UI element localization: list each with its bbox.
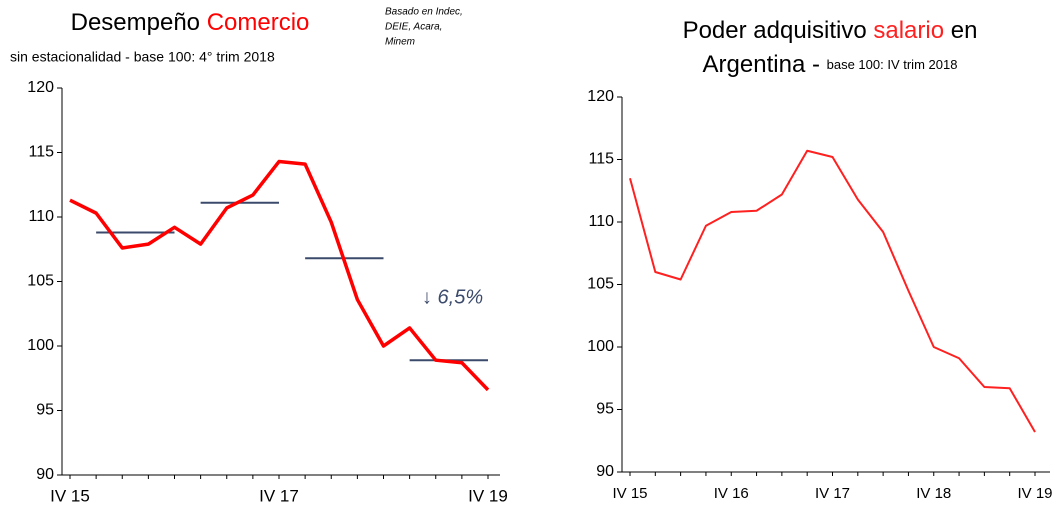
data-line [629, 149, 1036, 433]
title-part: Comercio [207, 9, 310, 36]
data-line [69, 159, 490, 392]
x-tick-label: IV 19 [468, 486, 508, 505]
annotation: ↓ 6,5% [422, 286, 483, 308]
y-tick-label: 95 [36, 402, 54, 419]
note: Basado en Indec, [385, 7, 463, 18]
x-tick-label: IV 16 [714, 485, 749, 502]
x-tick-label: IV 18 [916, 485, 951, 502]
y-tick-label: 120 [587, 88, 614, 105]
x-tick-label: IV 19 [1017, 485, 1052, 502]
title-part: base 100: IV trim 2018 [827, 57, 958, 72]
y-tick-label: 115 [28, 144, 54, 161]
y-tick-label: 90 [36, 466, 54, 483]
note: DEIE, Acara, [385, 22, 442, 33]
y-tick-label: 90 [596, 463, 614, 480]
subtitle: sin estacionalidad - base 100: 4° trim 2… [10, 49, 275, 65]
x-tick-label: IV 15 [50, 486, 90, 505]
note: Minem [385, 37, 415, 48]
y-tick-label: 95 [596, 401, 614, 418]
y-tick-label: 115 [588, 151, 614, 168]
y-tick-label: 105 [27, 273, 54, 290]
title-part: Argentina - [703, 51, 827, 78]
y-tick-label: 100 [587, 338, 614, 355]
y-tick-label: 120 [27, 79, 54, 96]
title-part: Desempeño [71, 9, 207, 36]
y-tick-label: 110 [28, 208, 54, 225]
y-tick-label: 110 [588, 213, 614, 230]
x-tick-label: IV 17 [815, 485, 850, 502]
y-tick-label: 100 [27, 337, 54, 354]
title-part: en [944, 17, 977, 44]
chart-title: Desempeño Comercio [71, 9, 310, 36]
y-tick-label: 105 [587, 276, 614, 293]
title-part: Poder adquisitivo [683, 17, 874, 44]
chart-title: Poder adquisitivo salario en [683, 17, 978, 44]
title-part: salario [873, 17, 944, 44]
x-tick-label: IV 15 [612, 485, 647, 502]
chart-title: Argentina - base 100: IV trim 2018 [703, 51, 958, 78]
x-tick-label: IV 17 [259, 486, 299, 505]
